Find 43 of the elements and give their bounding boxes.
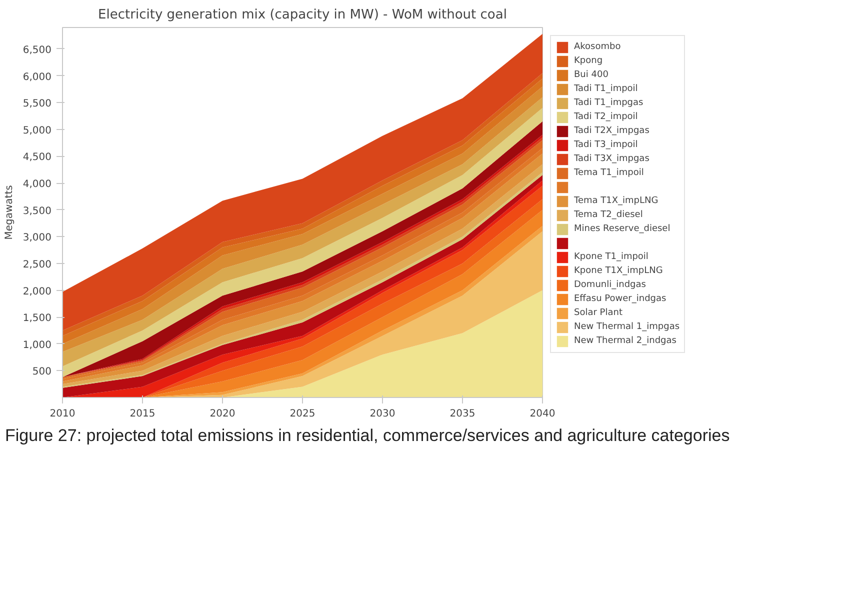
legend-label: Mines Reserve_diesel (574, 223, 670, 236)
y-tick-label: 4,000 (22, 179, 52, 190)
y-axis-title: Megawatts (4, 185, 15, 240)
legend-label: Solar Plant (574, 307, 622, 320)
y-tick-label: 2,000 (22, 286, 52, 298)
y-tick-label: 2,500 (22, 259, 52, 270)
y-tick-label: 1,000 (22, 340, 52, 351)
x-tick-label: 2035 (450, 408, 476, 420)
caption: Figure 27: projected total emissions in residential, commerce/services and agriculture categories (5, 425, 730, 447)
legend-label: Tadi T3X_impgas (574, 153, 650, 166)
x-tick-label: 2015 (130, 408, 156, 420)
legend-label: Akosombo (574, 41, 621, 54)
y-tick-label: 6,500 (22, 44, 52, 56)
y-tick-label: 1,500 (22, 313, 52, 324)
legend-label: Tadi T2X_impgas (574, 125, 650, 138)
legend-label: Tadi T1_impoil (574, 83, 638, 96)
legend-label: Domunli_indgas (574, 279, 646, 292)
legend-label: Tema T1_impoil (574, 167, 644, 180)
legend-label: Bui 400 (574, 69, 608, 82)
x-tick-label: 2030 (370, 408, 396, 420)
legend-label: Tema T2_diesel (574, 209, 643, 222)
y-tick-label: 6,000 (22, 72, 52, 83)
x-tick-label: 2010 (50, 408, 76, 420)
legend-label: Tadi T1_impgas (574, 97, 644, 110)
legend-label: Tadi T2_impoil (574, 111, 638, 124)
y-tick-label: 500 (32, 366, 52, 378)
y-tick-label: 5,500 (22, 98, 52, 110)
legend-label: Kpone T1X_impLNG (574, 265, 663, 278)
legend-label: Effasu Power_indgas (574, 293, 666, 306)
legend-label: Kpone T1_impoil (574, 251, 648, 264)
legend-label: New Thermal 2_indgas (574, 335, 676, 348)
legend-label: New Thermal 1_impgas (574, 321, 680, 334)
x-tick-label: 2020 (210, 408, 236, 420)
x-tick-label: 2040 (530, 408, 556, 420)
legend-label: Kpong (574, 55, 603, 68)
y-tick-label: 3,000 (22, 232, 52, 244)
y-tick-label: 5,000 (22, 125, 52, 136)
legend-label: Tema T1X_impLNG (574, 195, 658, 208)
y-tick-label: 3,500 (22, 206, 52, 217)
x-tick-label: 2025 (290, 408, 316, 420)
chart-title: Electricity generation mix (capacity in MW) - WoM without coal (98, 8, 507, 22)
y-tick-label: 4,500 (22, 152, 52, 164)
legend-label: Tadi T3_impoil (574, 139, 638, 152)
